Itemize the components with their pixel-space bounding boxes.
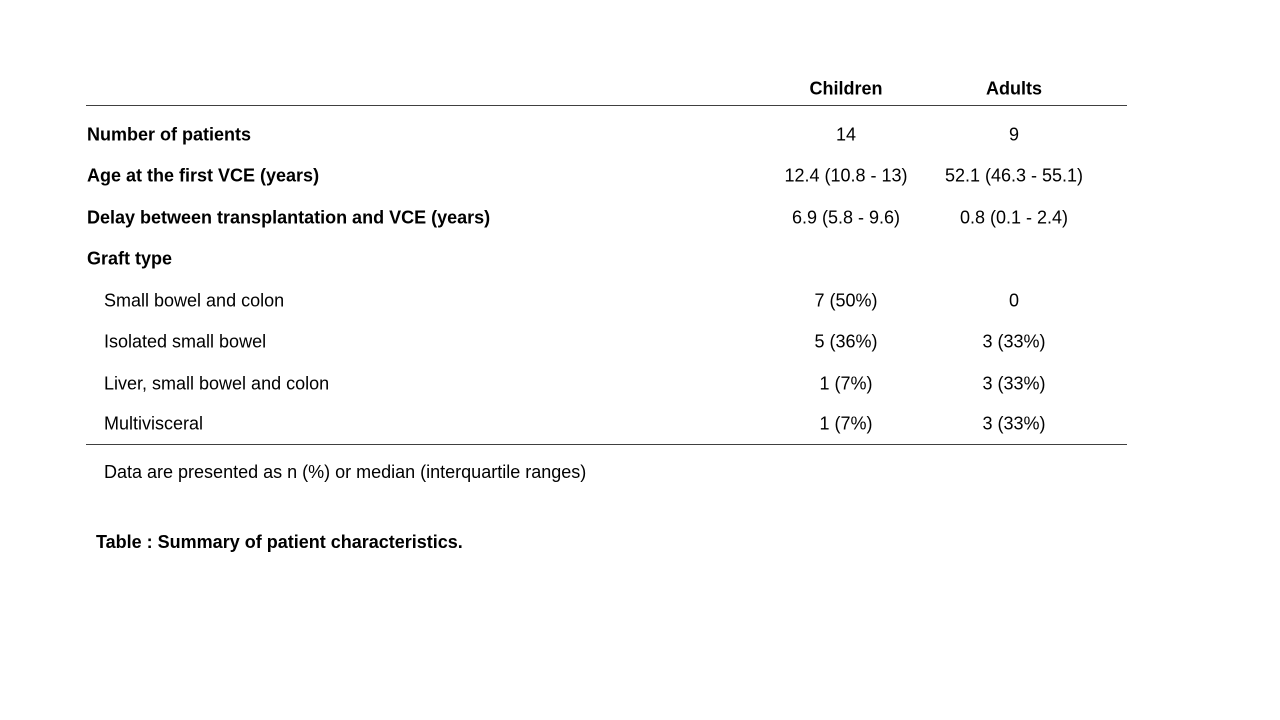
- children-value: 6.9 (5.8 - 9.6): [791, 207, 901, 228]
- adults-value: 3 (33%): [982, 331, 1046, 352]
- children-value: 12.4 (10.8 - 13): [784, 165, 908, 186]
- adults-value: 9: [1008, 124, 1019, 145]
- row-label: Small bowel and colon: [104, 290, 285, 311]
- adults-value: 52.1 (46.3 - 55.1): [944, 165, 1084, 186]
- row-label: Number of patients: [87, 124, 252, 145]
- patient-characteristics-table: Children Adults Number of patients 14 9 …: [86, 72, 1127, 445]
- children-value: 1 (7%): [819, 373, 873, 394]
- row-label: Isolated small bowel: [104, 331, 267, 352]
- table-header-row: Children Adults: [86, 72, 1127, 105]
- header-rule: [86, 105, 1127, 106]
- bottom-rule: [86, 443, 1127, 445]
- adults-value: 3 (33%): [982, 373, 1046, 394]
- children-value: 14: [835, 124, 857, 145]
- adults-value: 0.8 (0.1 - 2.4): [959, 207, 1069, 228]
- row-label: Liver, small bowel and colon: [104, 373, 330, 394]
- column-header-children: Children: [809, 78, 883, 98]
- column-header-adults: Adults: [986, 78, 1042, 98]
- row-label: Age at the first VCE (years): [87, 165, 320, 186]
- children-value: 7 (50%): [814, 290, 878, 311]
- children-value: 1 (7%): [819, 413, 873, 434]
- table-row: Small bowel and colon 7 (50%) 0: [86, 280, 1127, 322]
- row-label: Delay between transplantation and VCE (y…: [87, 207, 491, 228]
- children-value: 5 (36%): [814, 331, 878, 352]
- table-row: Number of patients 14 9: [86, 114, 1127, 156]
- table-row: Liver, small bowel and colon 1 (7%) 3 (3…: [86, 363, 1127, 405]
- row-label: Graft type: [87, 248, 173, 269]
- table-row: Graft type: [86, 239, 1127, 281]
- table-row: Delay between transplantation and VCE (y…: [86, 197, 1127, 239]
- adults-value: 3 (33%): [982, 413, 1046, 434]
- table-row: Multivisceral 1 (7%) 3 (33%): [86, 405, 1127, 444]
- row-label: Multivisceral: [104, 413, 204, 434]
- table-caption: Table : Summary of patient characteristi…: [96, 532, 463, 552]
- table-row: Age at the first VCE (years) 12.4 (10.8 …: [86, 156, 1127, 198]
- table-footnote: Data are presented as n (%) or median (i…: [104, 462, 587, 482]
- adults-value: 0: [1008, 290, 1019, 311]
- table-row: Isolated small bowel 5 (36%) 3 (33%): [86, 322, 1127, 364]
